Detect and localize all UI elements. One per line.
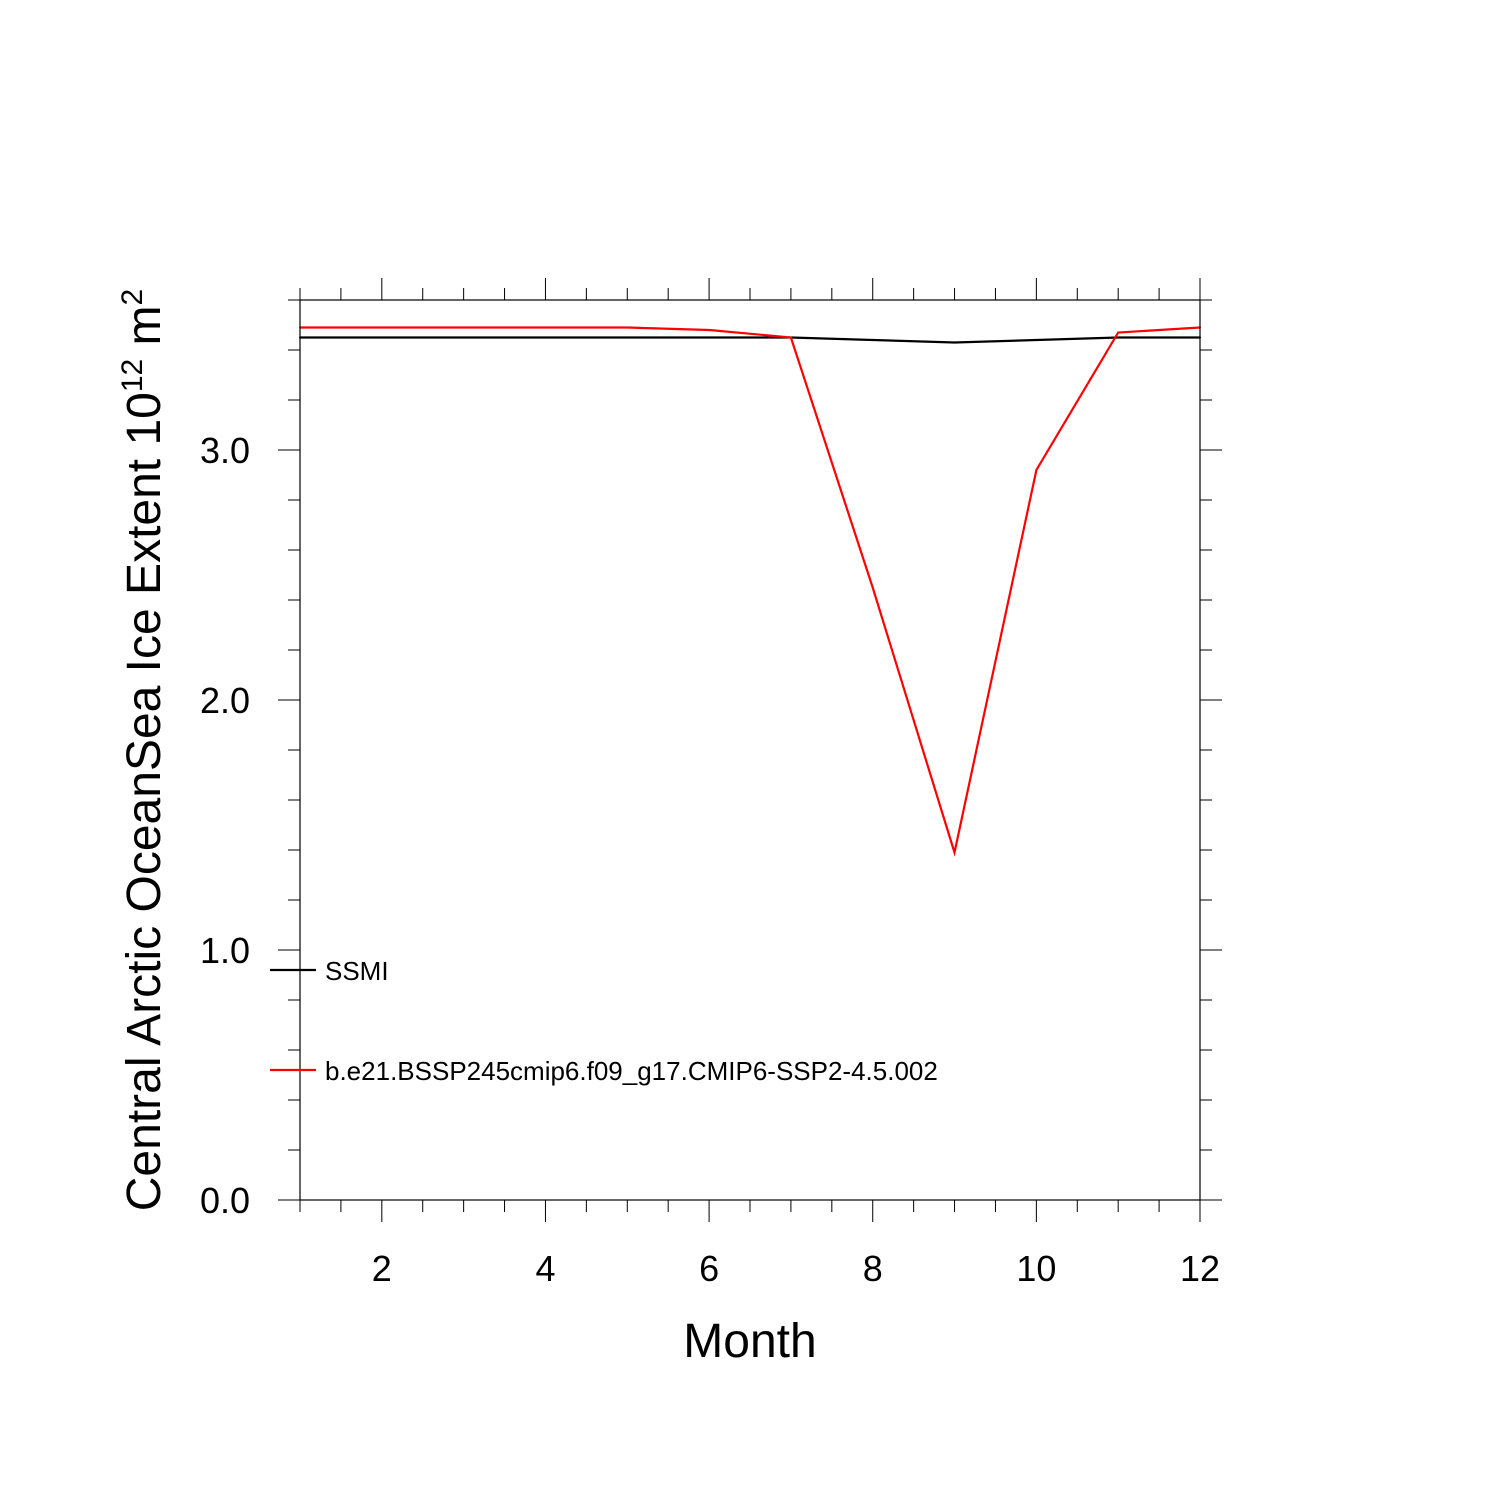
y-tick-label: 2.0 [200, 680, 250, 721]
axes: 2 4 6 8 10 12 0.0 1.0 2.0 3.0 [200, 278, 1222, 1289]
y-tick-label: 3.0 [200, 430, 250, 471]
legend-label-2: b.e21.BSSP245cmip6.f09_g17.CMIP6-SSP2-4.… [325, 1056, 938, 1086]
series-1-point [544, 336, 547, 339]
x-tick-label: 6 [699, 1248, 719, 1289]
x-tick-label: 2 [372, 1248, 392, 1289]
y-tick-label: 0.0 [200, 1180, 250, 1221]
series-line-2 [300, 326, 1201, 857]
y-axis-title-unit: m [118, 305, 171, 358]
series-2-point [708, 329, 711, 331]
series-2-point [1117, 331, 1120, 334]
y-tick-label: 1.0 [200, 930, 250, 971]
series-2-point [789, 336, 792, 339]
series-line-1 [300, 336, 1200, 344]
legend-label-1: SSMI [325, 956, 389, 986]
y-axis-title-exponent: 12 [116, 359, 149, 392]
series-1-point [871, 339, 874, 341]
series-1-point [1117, 336, 1120, 339]
series-1-point [1035, 339, 1038, 341]
x-tick-label: 8 [863, 1248, 883, 1289]
series-1-point [953, 341, 956, 344]
plot-area [299, 326, 1201, 857]
series-1-point [708, 336, 711, 339]
legend: SSMI b.e21.BSSP245cmip6.f09_g17.CMIP6-SSP… [270, 956, 938, 1086]
series-2-point [871, 586, 874, 589]
y-axis-title-main: Central Arctic OceanSea Ice Extent 10 [118, 392, 171, 1211]
x-axis-title: Month [683, 1315, 816, 1368]
series-1-point [626, 336, 629, 339]
series-2-point [544, 326, 547, 329]
x-tick-label: 4 [535, 1248, 555, 1289]
series-1-point [462, 336, 465, 339]
series-2-point [626, 326, 629, 329]
series-2-point [380, 326, 383, 329]
series-2-point [953, 851, 956, 854]
y-axis-title: Central Arctic OceanSea Ice Extent 1012 … [116, 289, 171, 1211]
x-tick-label: 10 [1016, 1248, 1056, 1289]
series-2-point [462, 326, 465, 329]
series-1-point [380, 336, 383, 339]
x-tick-label: 12 [1180, 1248, 1220, 1289]
series-2-point [1035, 469, 1038, 471]
y-axis-title-unit-exponent: 2 [116, 289, 149, 306]
